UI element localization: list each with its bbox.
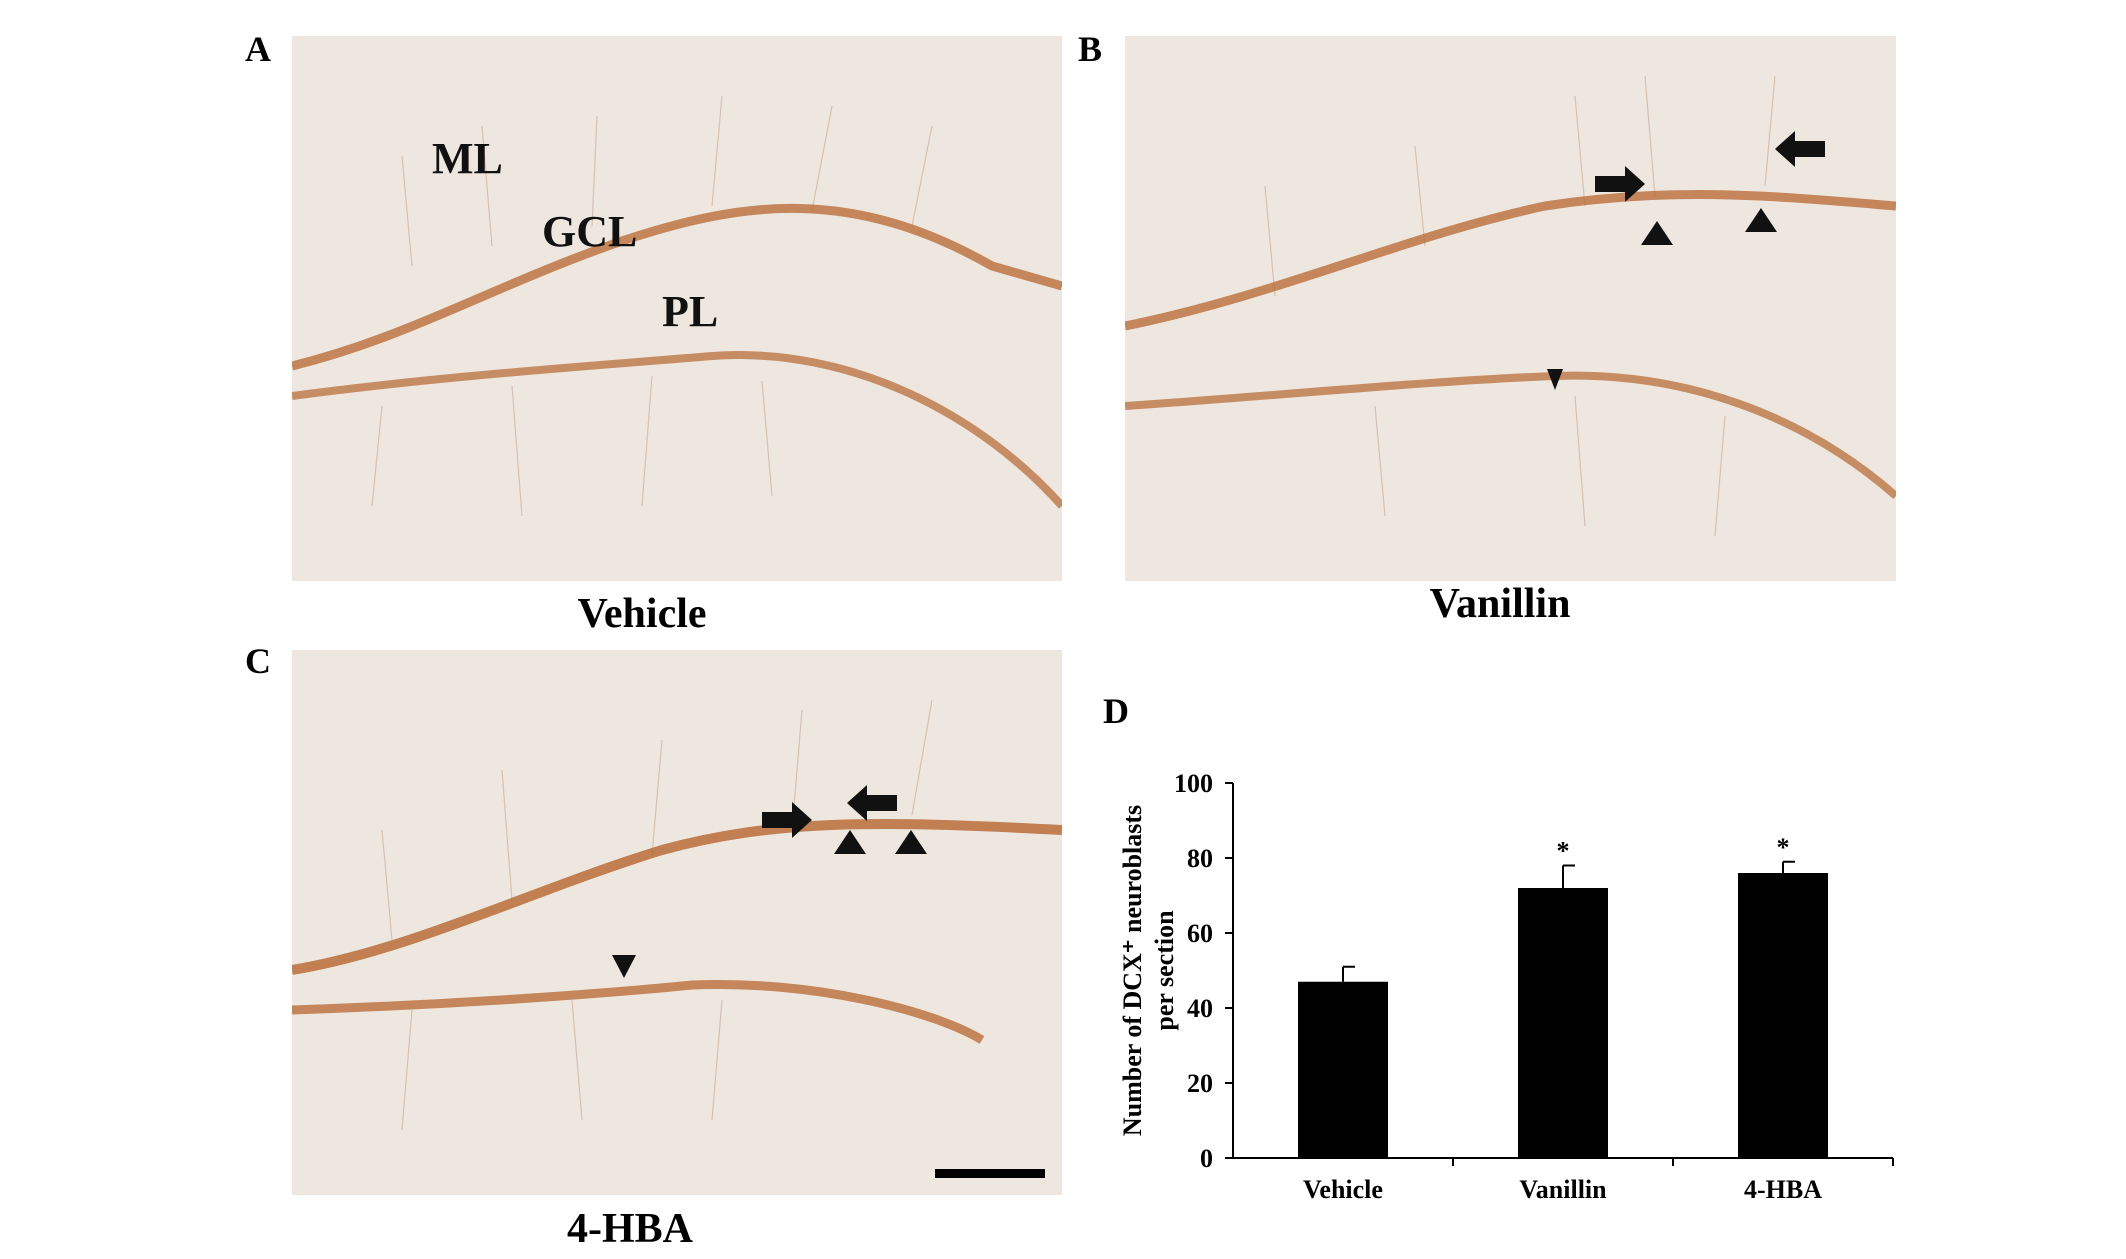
x-tick-label: Vanillin — [1519, 1175, 1607, 1204]
arrowhead-markers — [612, 830, 927, 978]
panel-a-caption: Vehicle — [577, 591, 707, 637]
y-tick-label: 80 — [1187, 844, 1213, 873]
scale-bar — [935, 1169, 1045, 1178]
arrow-markers — [762, 785, 897, 838]
panel-d-letter: D — [1103, 691, 1129, 731]
y-tick-label: 20 — [1187, 1069, 1213, 1098]
bar-chart-svg: 0 20 40 60 80 100 Vehicle * Vanillin * 4-HBA Number… — [1118, 769, 1894, 1204]
panel-b-caption: Vanillin — [1429, 581, 1571, 627]
label-pl: PL — [662, 287, 718, 336]
y-axis-title-line1: Number of DCX⁺ neuroblasts — [1118, 805, 1147, 1136]
bar-chart: 0 20 40 60 80 100 Vehicle * Vanillin * 4-HBA Number… — [1080, 720, 2126, 1254]
y-axis-title-line2: per section — [1150, 910, 1179, 1031]
label-ml: ML — [432, 134, 503, 183]
significance-marker: * — [1777, 833, 1790, 862]
panel-b-letter: B — [1078, 29, 1103, 69]
x-tick-label: 4-HBA — [1744, 1175, 1822, 1204]
significance-marker: * — [1557, 837, 1570, 866]
label-gcl: GCL — [542, 207, 637, 256]
panel-a-micrograph: ML GCL PL — [292, 36, 1062, 581]
panel-c-micrograph — [292, 650, 1062, 1195]
y-tick-label: 40 — [1187, 994, 1213, 1023]
x-tick-label: Vehicle — [1303, 1175, 1383, 1204]
arrowhead-markers — [1547, 208, 1777, 390]
y-tick-label: 60 — [1187, 919, 1213, 948]
bar — [1518, 888, 1608, 1158]
bar — [1298, 981, 1388, 1158]
arrow-markers — [1595, 131, 1825, 202]
panel-c-caption: 4-HBA — [567, 1206, 693, 1252]
panel-c-letter: C — [245, 641, 271, 681]
y-tick-label: 0 — [1200, 1144, 1213, 1173]
y-tick-label: 100 — [1174, 769, 1213, 798]
panel-a-letter: A — [245, 29, 271, 69]
bar — [1738, 873, 1828, 1158]
panel-b-micrograph — [1125, 36, 1896, 581]
